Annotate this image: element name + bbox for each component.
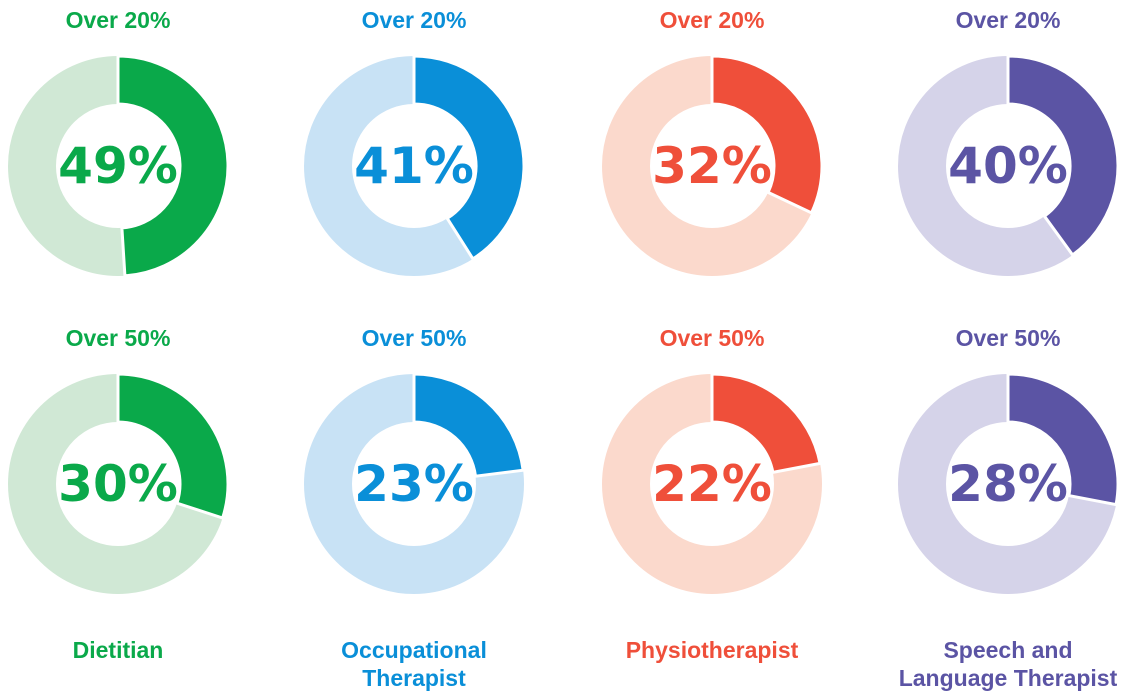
center-label: 30% <box>58 455 178 513</box>
donut-segment <box>116 54 230 278</box>
profession-label: Physiotherapist <box>625 637 799 663</box>
donut-segment <box>412 372 525 478</box>
center-label: 28% <box>948 455 1068 513</box>
chart-title: Over 20% <box>660 7 765 33</box>
center-label: 49% <box>58 137 178 195</box>
donut-segment <box>1006 54 1120 258</box>
chart-title: Over 20% <box>362 7 467 33</box>
chart-title: Over 50% <box>660 325 765 351</box>
center-label: 22% <box>652 455 772 513</box>
chart-title: Over 20% <box>66 7 171 33</box>
center-label: 32% <box>652 137 772 195</box>
center-label: 41% <box>354 137 474 195</box>
chart-title: Over 20% <box>956 7 1061 33</box>
donut-segment <box>710 54 824 215</box>
chart-title: Over 50% <box>956 325 1061 351</box>
chart-title: Over 50% <box>362 325 467 351</box>
center-label: 23% <box>354 455 474 513</box>
profession-label: Dietitian <box>72 637 164 663</box>
donut-segment <box>412 54 526 261</box>
profession-label: Speech and Language Therapist <box>898 637 1118 691</box>
chart-title: Over 50% <box>66 325 171 351</box>
center-label: 40% <box>948 137 1068 195</box>
donut-segment <box>1006 372 1120 507</box>
donut-segment <box>116 372 230 520</box>
donut-segment <box>710 372 822 475</box>
profession-label: Occupational Therapist <box>341 637 487 691</box>
